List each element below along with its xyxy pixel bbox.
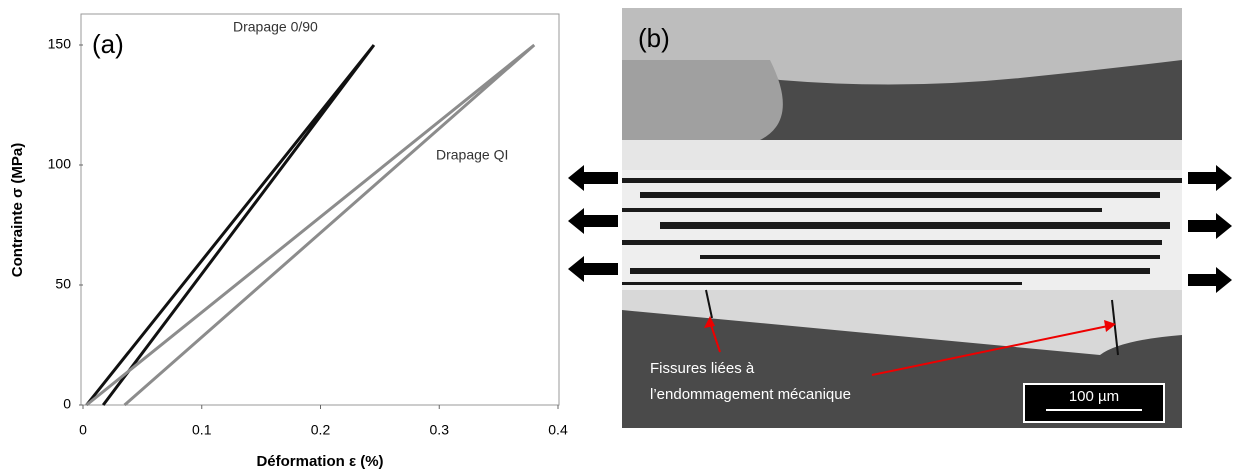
y-tick-label: 50 [55, 276, 71, 292]
y-tick-label: 0 [63, 396, 71, 412]
series-line [85, 44, 376, 406]
x-axis-label: Déformation ε (%) [256, 453, 383, 470]
micrograph: (b) Fissures liées à l’endommagement méc… [622, 8, 1182, 428]
series-label: Drapage QI [436, 147, 508, 163]
panel-label: (b) [638, 23, 670, 53]
fiber-streaks [622, 178, 1182, 285]
x-tick-label: 0.3 [430, 422, 450, 438]
scale-bar-label: 100 µm [1069, 388, 1119, 405]
annotation: l’endommagement mécanique [650, 386, 851, 403]
panel-label: (a) [92, 29, 124, 59]
annotation-arrow [709, 321, 721, 353]
grain-region [622, 60, 783, 140]
scale-bar-box [1023, 383, 1165, 423]
x-tick-label: 0.2 [311, 422, 331, 438]
annotation-arrow [871, 325, 1109, 376]
top-coating [622, 8, 1182, 140]
arrow-head [704, 316, 715, 328]
y-tick-label: 100 [48, 156, 72, 172]
x-tick-label: 0.1 [192, 422, 212, 438]
arrow-head [1104, 320, 1116, 332]
y-axis-label: Contrainte σ (MPa) [9, 143, 26, 277]
y-tick-label: 150 [48, 36, 72, 52]
fiber-layer [622, 170, 1182, 290]
series-line [85, 43, 536, 407]
plot-frame [80, 13, 560, 406]
x-tick-label: 0 [79, 422, 87, 438]
x-tick-label: 0.4 [548, 422, 568, 438]
crack [1111, 299, 1119, 356]
crack [705, 289, 713, 319]
layer [622, 140, 1182, 170]
annotation: Fissures liées à [650, 360, 755, 377]
load-arrows [568, 165, 1232, 293]
series-label: Drapage 0/90 [233, 19, 318, 35]
